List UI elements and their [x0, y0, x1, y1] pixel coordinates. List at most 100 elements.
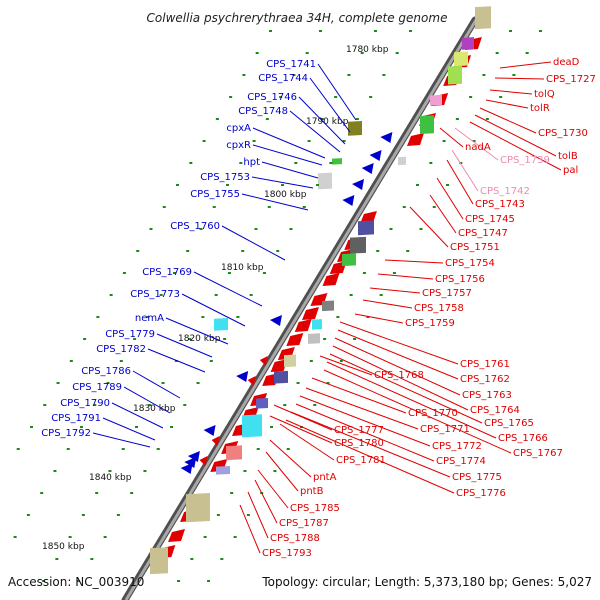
gene-label-reverse[interactable]: cpxR: [226, 140, 251, 151]
tick-dot: [389, 228, 393, 230]
tick-dot: [119, 360, 123, 362]
gene-label-reverse[interactable]: CPS_1782: [96, 344, 146, 355]
gene-label-forward[interactable]: CPS_1780: [334, 438, 384, 449]
gene-label-forward[interactable]: CPS_1764: [470, 405, 520, 416]
gene-label-forward[interactable]: CPS_1785: [290, 503, 340, 514]
gene-label-forward[interactable]: CPS_1763: [462, 390, 512, 401]
feature-box: [274, 370, 288, 384]
gene-label-reverse[interactable]: CPS_1753: [200, 172, 250, 183]
gene-label-forward[interactable]: CPS_1730: [538, 128, 588, 139]
gene-label-forward[interactable]: CPS_1787: [279, 518, 329, 529]
callout-line: [377, 273, 434, 280]
gene-label-forward[interactable]: CPS_1742: [480, 186, 530, 197]
tick-dot: [143, 470, 147, 472]
tick-dot: [190, 558, 194, 560]
gene-label-forward[interactable]: CPS_1765: [484, 418, 534, 429]
tick-dot: [419, 228, 423, 230]
accession-text: Accession: NC_003910: [8, 575, 144, 589]
callout-line: [339, 321, 459, 365]
gene-label-forward[interactable]: CPS_1766: [498, 433, 548, 444]
gene-label-forward[interactable]: CPS_1761: [460, 359, 510, 370]
gene-label-forward[interactable]: CPS_1743: [475, 199, 525, 210]
gene-label-forward[interactable]: CPS_1793: [262, 548, 312, 559]
gene-label-reverse[interactable]: CPS_1773: [130, 289, 180, 300]
tick-dot: [161, 382, 165, 384]
gene-label-forward[interactable]: CPS_1776: [456, 488, 506, 499]
gene-label-reverse[interactable]: cpxA: [226, 123, 251, 134]
gene-label-forward[interactable]: pntB: [300, 486, 324, 497]
kbp-label: 1800 kbp: [264, 190, 307, 200]
kbp-label: 1790 kbp: [306, 117, 349, 127]
callout-line: [326, 361, 497, 439]
gene-label-reverse[interactable]: CPS_1792: [41, 428, 91, 439]
callout-line: [479, 107, 537, 134]
gene-label-forward[interactable]: CPS_1759: [405, 318, 455, 329]
callout-line: [362, 299, 413, 309]
gene-label-forward[interactable]: pal: [563, 165, 578, 176]
gene-label-forward[interactable]: CPS_1747: [458, 228, 508, 239]
gene-label-forward[interactable]: CPS_1774: [436, 456, 486, 467]
gene-label-forward[interactable]: CPS_1754: [445, 258, 495, 269]
gene-label-forward[interactable]: CPS_1775: [452, 472, 502, 483]
gene-label-reverse[interactable]: CPS_1741: [266, 59, 316, 70]
tick-dot: [202, 140, 206, 142]
gene-label-forward[interactable]: CPS_1756: [435, 274, 485, 285]
gene-label-forward[interactable]: CPS_1771: [420, 424, 470, 435]
gene-label-reverse[interactable]: hpt: [243, 157, 260, 168]
gene-label-forward[interactable]: CPS_1739: [500, 155, 550, 166]
callout-line: [92, 432, 151, 448]
gene-label-forward[interactable]: CPS_1762: [460, 374, 510, 385]
callout-line: [329, 353, 483, 424]
gene-label-forward[interactable]: CPS_1768: [374, 370, 424, 381]
gene-label-reverse[interactable]: CPS_1746: [247, 92, 297, 103]
gene-label-forward[interactable]: CPS_1772: [432, 441, 482, 452]
callout-line: [102, 417, 156, 441]
gene-label-reverse[interactable]: CPS_1791: [51, 413, 101, 424]
callout-line: [254, 479, 278, 524]
gene-label-forward[interactable]: CPS_1727: [546, 74, 596, 85]
gene-label-reverse[interactable]: CPS_1744: [258, 73, 308, 84]
gene-label-forward[interactable]: tolQ: [534, 89, 555, 100]
tick-dot: [162, 206, 166, 208]
callout-line: [132, 370, 181, 399]
gene-label-reverse[interactable]: CPS_1755: [190, 189, 240, 200]
gene-label-forward[interactable]: CPS_1751: [450, 242, 500, 253]
callout-line: [261, 161, 319, 179]
kbp-label: 1840 kbp: [89, 473, 132, 483]
tick-dot: [148, 404, 152, 406]
gene-label-reverse[interactable]: nemA: [135, 313, 164, 324]
gene-label-forward[interactable]: CPS_1758: [414, 303, 464, 314]
gene-label-forward[interactable]: deaD: [553, 57, 580, 68]
gene-label-reverse[interactable]: CPS_1789: [72, 382, 122, 393]
tick-dot: [323, 338, 327, 340]
gene-label-forward[interactable]: CPS_1757: [422, 288, 472, 299]
kbp-label: 1830 kbp: [133, 404, 176, 414]
gene-label-forward[interactable]: CPS_1767: [513, 448, 563, 459]
gene-label-forward[interactable]: CPS_1788: [270, 533, 320, 544]
tick-dot: [203, 536, 207, 538]
gene-label-reverse[interactable]: CPS_1779: [105, 329, 155, 340]
gene-label-forward[interactable]: CPS_1770: [408, 408, 458, 419]
gene-label-reverse[interactable]: CPS_1748: [238, 106, 288, 117]
gene-label-forward[interactable]: CPS_1777: [334, 425, 384, 436]
gene-label-reverse[interactable]: CPS_1769: [142, 267, 192, 278]
tick-dot: [229, 96, 233, 98]
gene-label-forward[interactable]: tolR: [530, 103, 550, 114]
feature-box: [462, 37, 474, 50]
feature-box: [214, 318, 228, 331]
tick-dot: [201, 316, 205, 318]
callout-line: [299, 395, 431, 447]
gene-label-forward[interactable]: nadA: [465, 142, 491, 153]
feature-box: [475, 6, 491, 30]
callout-line: [269, 439, 312, 478]
gene-label-reverse[interactable]: CPS_1790: [60, 398, 110, 409]
gene-label-reverse[interactable]: CPS_1786: [81, 366, 131, 377]
tick-dot: [106, 382, 110, 384]
gene-label-forward[interactable]: pntA: [313, 472, 337, 483]
gene-label-forward[interactable]: CPS_1745: [465, 214, 515, 225]
gene-label-reverse[interactable]: CPS_1760: [170, 221, 220, 232]
gene-label-forward[interactable]: tolB: [558, 151, 578, 162]
tick-dot: [525, 52, 529, 54]
gene-label-forward[interactable]: CPS_1781: [336, 455, 386, 466]
